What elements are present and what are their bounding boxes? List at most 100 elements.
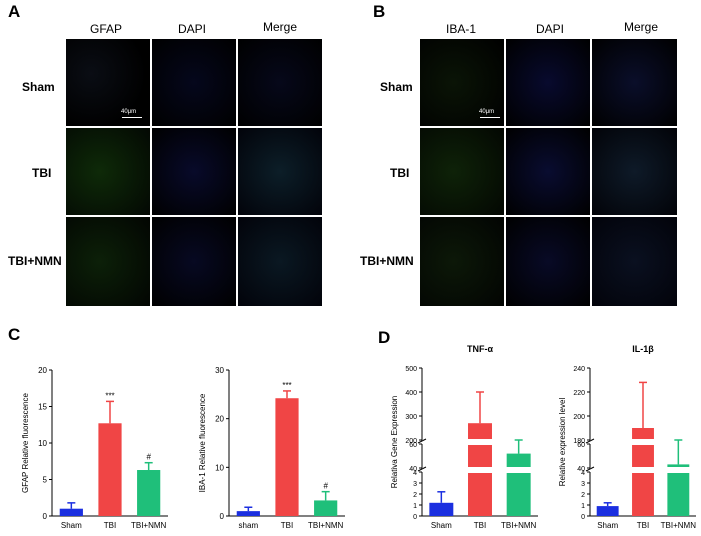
- panel-b-col-iba1: IBA-1: [446, 22, 477, 36]
- y-tick-label: 40: [577, 466, 585, 473]
- y-tick-label: 2: [581, 492, 585, 499]
- panel-a-row-tbi: TBI: [32, 166, 52, 180]
- bar: [98, 423, 122, 516]
- scale-bar-label: 40μm: [121, 109, 137, 115]
- x-tick-label: TBI+NMN: [661, 521, 697, 530]
- panel-a-col-dapi: DAPI: [178, 22, 207, 36]
- bar: [137, 470, 161, 516]
- panel-letter-a: A: [8, 2, 21, 21]
- y-tick-label: 60: [409, 442, 417, 449]
- bar-break-gap: [631, 467, 655, 473]
- x-tick-label: sham: [239, 521, 259, 530]
- panel-a-col-gfap: GFAP: [90, 22, 123, 36]
- panel-b-row-tbi: TBI: [390, 166, 410, 180]
- panel-b-row-sham: Sham: [380, 80, 413, 94]
- y-tick-label: 2: [413, 492, 417, 499]
- y-tick-label: 0: [581, 514, 585, 521]
- bar: [429, 502, 454, 516]
- bar: [506, 453, 531, 516]
- panel-b-image-iba1-tbi-nmn: [420, 217, 504, 306]
- panel-a-image-gfap-sham: 40μm: [66, 39, 150, 126]
- panel-letter-d: D: [378, 328, 391, 347]
- panel-a-row-sham: Sham: [22, 80, 55, 94]
- panel-b-image-dapi-tbi-nmn: [506, 217, 590, 306]
- y-tick-label: 1: [413, 503, 417, 510]
- y-tick-label: 400: [405, 390, 417, 397]
- panel-a-image-gfap-tbi: [66, 128, 150, 215]
- panel-b-image-dapi-sham: [506, 39, 590, 126]
- bar-break-gap: [505, 467, 532, 473]
- y-axis-label: GFAP Relative fluorescence: [21, 393, 30, 493]
- bar-break-gap: [666, 467, 691, 473]
- bar: [59, 508, 83, 516]
- axis-break-mark: [585, 438, 595, 444]
- y-tick-label: 20: [215, 415, 224, 424]
- panel-a-image-dapi-sham: [152, 39, 236, 126]
- scale-bar: [480, 117, 500, 118]
- chart-gfap: 0 5 10 15 20 Sham *** TBI # TBI+NMN GFAP Relative …: [21, 366, 168, 530]
- y-axis-label: Relative expression level: [558, 398, 567, 487]
- y-tick-label: 3: [581, 481, 585, 488]
- x-tick-label: Sham: [597, 521, 618, 530]
- panel-b-image-merge-tbi-nmn: [592, 217, 677, 306]
- y-tick-label: 240: [573, 366, 585, 373]
- significance-label: #: [146, 453, 151, 462]
- panel-a-image-merge-sham: [238, 39, 322, 126]
- panel-a-image-dapi-tbi: [152, 128, 236, 215]
- panel-a-image-merge-tbi-nmn: [238, 217, 322, 306]
- panel-b-col-merge: Merge: [624, 20, 659, 34]
- x-tick-label: TBI: [104, 521, 116, 530]
- bar: [236, 511, 260, 516]
- y-tick-label: 0: [413, 514, 417, 521]
- panel-b-image-iba1-sham: 40μm: [420, 39, 504, 126]
- significance-label: ***: [105, 391, 114, 400]
- y-tick-label: 4: [581, 470, 585, 477]
- y-tick-label: 30: [215, 366, 224, 375]
- x-tick-label: TBI: [281, 521, 293, 530]
- axis-break-mark: [417, 438, 427, 444]
- y-tick-label: 200: [405, 438, 417, 445]
- axis-break-mark: [417, 466, 427, 472]
- y-axis-label: IBA-1 Relative fluorescence: [198, 393, 207, 492]
- y-tick-label: 3: [413, 481, 417, 488]
- panel-b-image-merge-tbi: [592, 128, 677, 215]
- y-tick-label: 60: [577, 442, 585, 449]
- bar-break-gap: [467, 439, 493, 445]
- y-tick-label: 0: [220, 512, 225, 521]
- y-tick-label: 180: [573, 438, 585, 445]
- y-tick-label: 200: [573, 414, 585, 421]
- bar: [667, 464, 690, 516]
- y-tick-label: 300: [405, 414, 417, 421]
- panel-b-image-dapi-tbi: [506, 128, 590, 215]
- panel-a-row-tbi-nmn: TBI+NMN: [8, 254, 62, 268]
- y-tick-label: 40: [409, 466, 417, 473]
- y-tick-label: 10: [38, 439, 47, 448]
- y-tick-label: 5: [43, 476, 48, 485]
- panel-b-col-dapi: DAPI: [536, 22, 565, 36]
- x-tick-label: Sham: [431, 521, 452, 530]
- significance-label: #: [323, 482, 328, 491]
- bar: [275, 398, 299, 516]
- y-tick-label: 1: [581, 503, 585, 510]
- x-tick-label: Sham: [61, 521, 82, 530]
- x-tick-label: TBI: [474, 521, 486, 530]
- y-tick-label: 15: [38, 403, 47, 412]
- y-axis-label: Relativa Gene Expression: [390, 396, 399, 489]
- x-tick-label: TBI+NMN: [308, 521, 344, 530]
- scale-bar: [122, 117, 142, 118]
- panel-a-image-merge-tbi: [238, 128, 322, 215]
- x-tick-label: TBI+NMN: [501, 521, 537, 530]
- panel-a-image-gfap-tbi-nmn: [66, 217, 150, 306]
- bar-break-gap: [467, 467, 493, 473]
- scale-bar-label: 40μm: [479, 109, 495, 115]
- panel-a-col-merge: Merge: [263, 20, 298, 34]
- chart-title: IL-1β: [632, 344, 654, 354]
- bar: [596, 506, 619, 516]
- panel-letter-b: B: [373, 2, 386, 21]
- panel-b-row-tbi-nmn: TBI+NMN: [360, 254, 414, 268]
- bar: [314, 500, 338, 516]
- panel-b-image-iba1-tbi: [420, 128, 504, 215]
- chart-title: TNF-α: [467, 344, 493, 354]
